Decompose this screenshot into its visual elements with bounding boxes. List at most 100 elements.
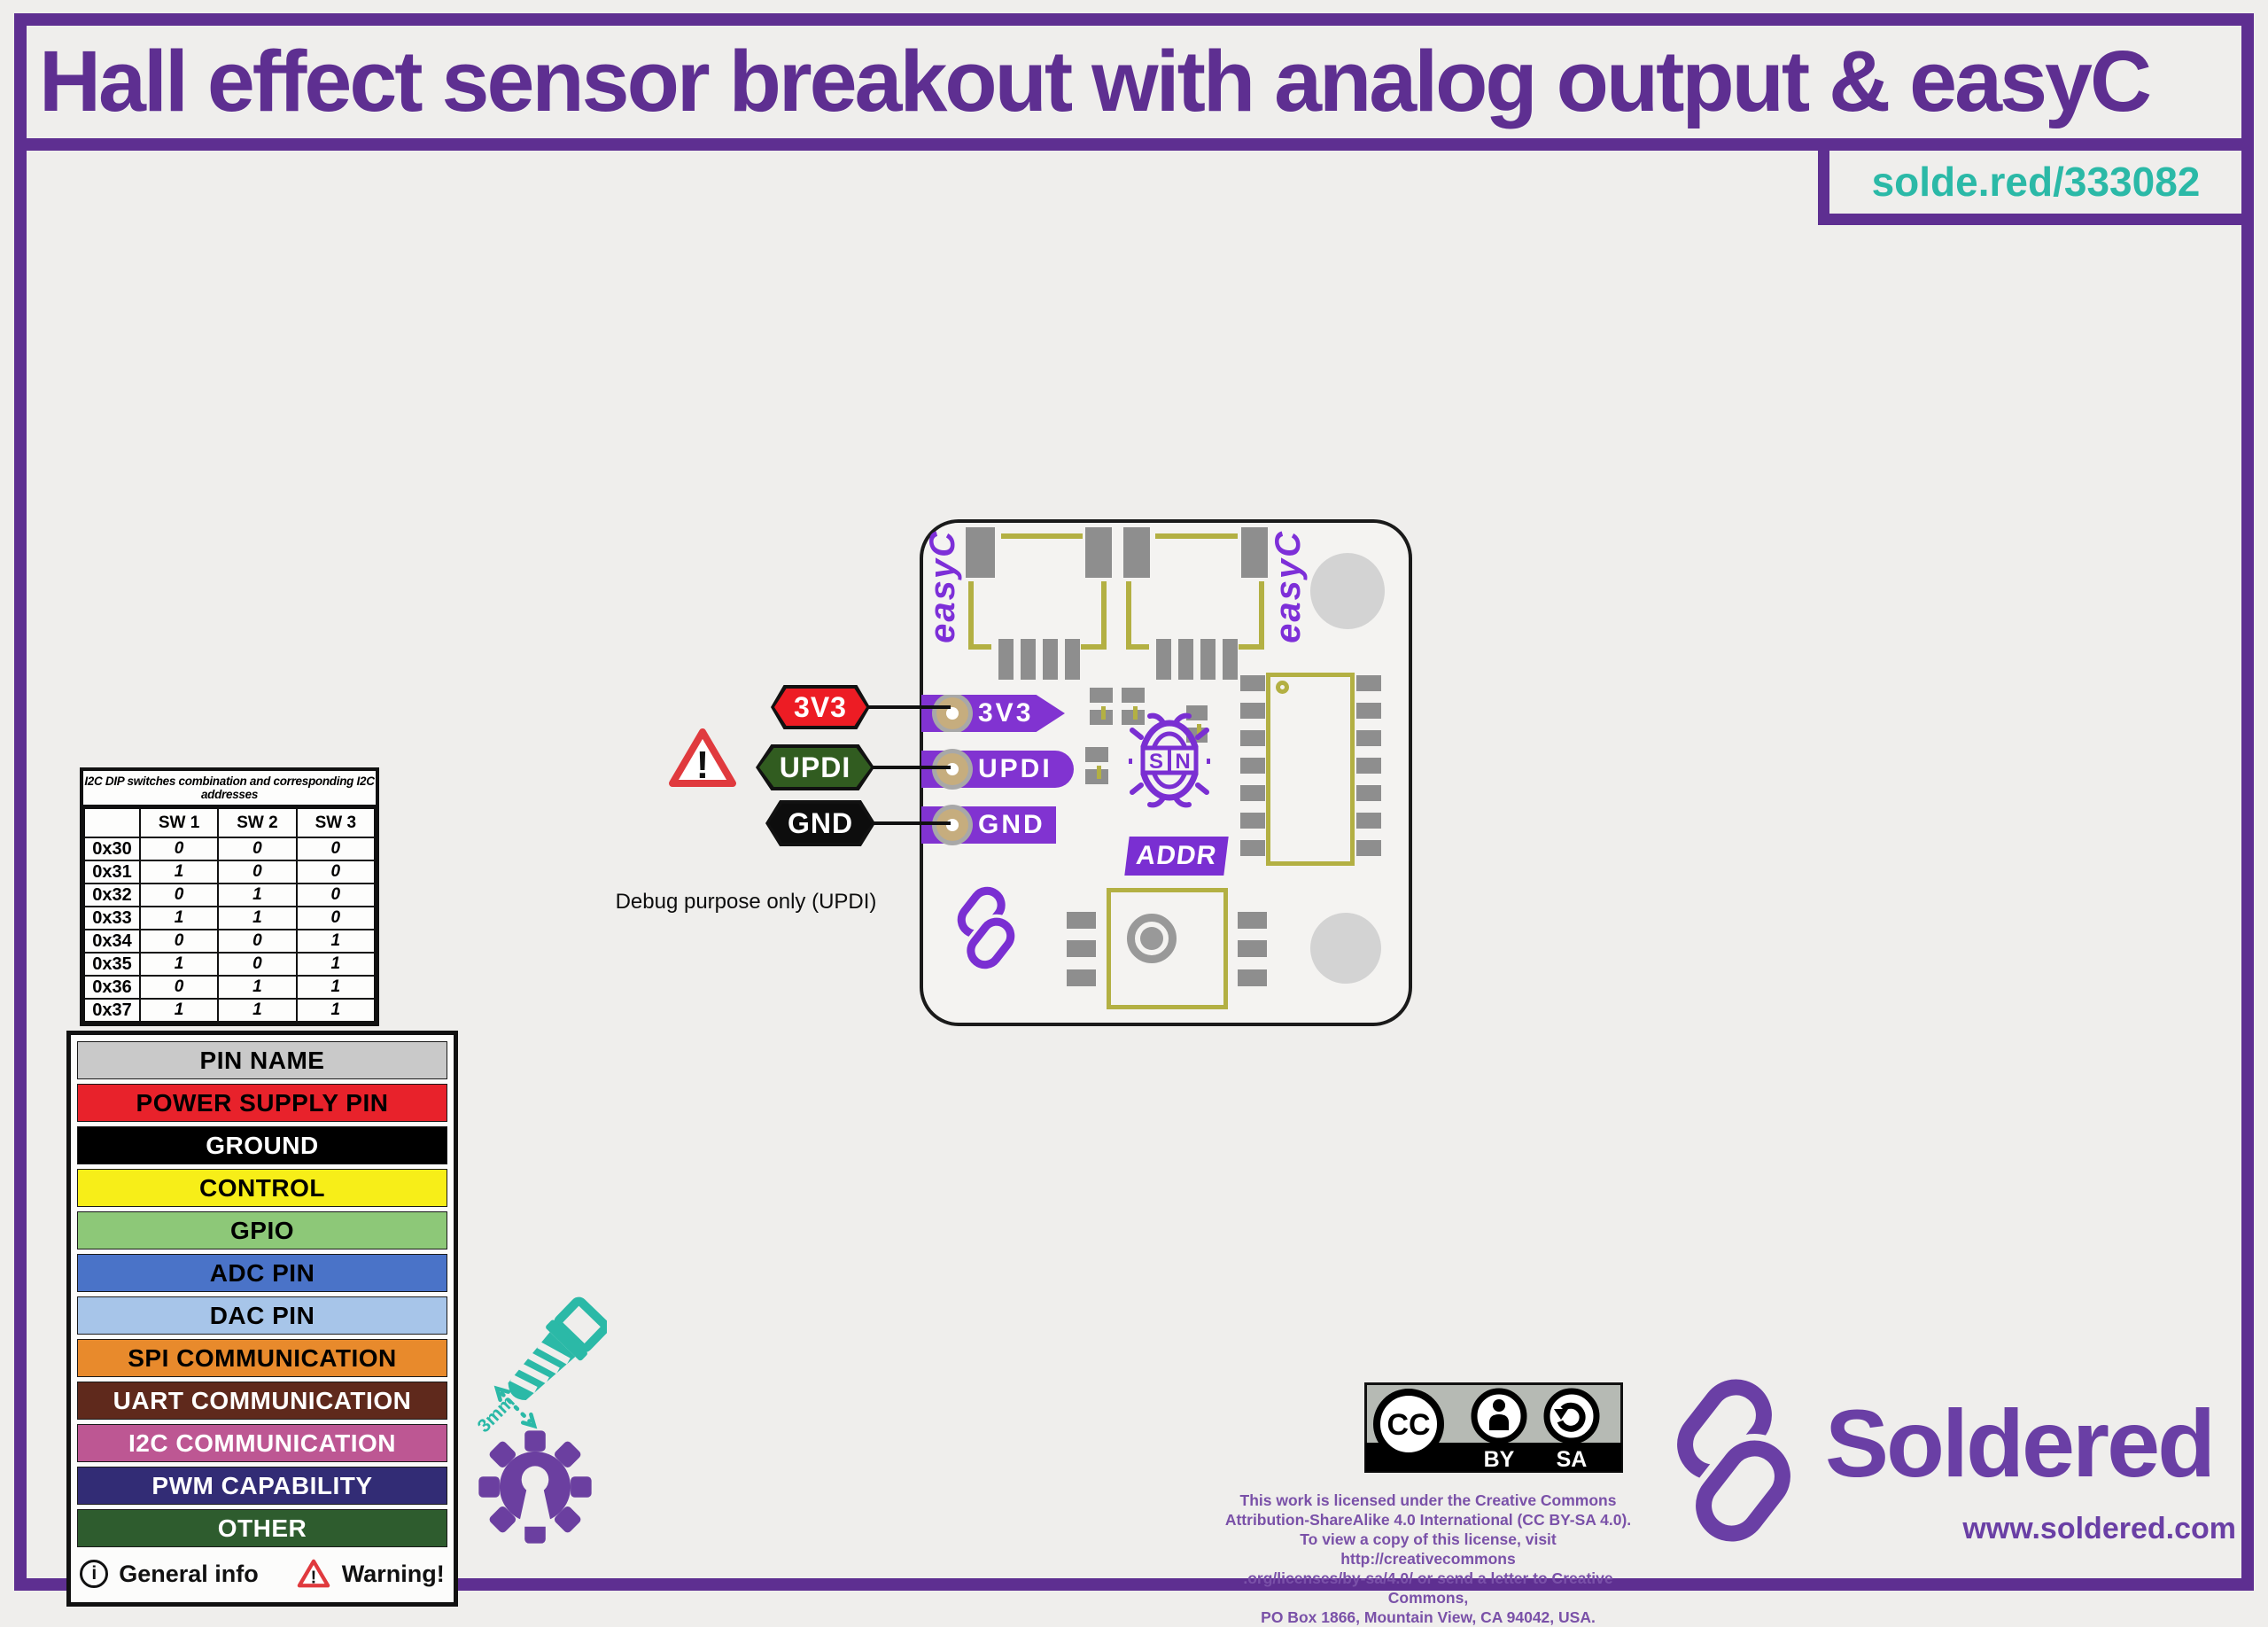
connector-outline — [1001, 533, 1083, 539]
ic-pad — [1240, 840, 1265, 856]
page-frame — [14, 13, 2254, 1591]
legend-row-pwm: PWM CAPABILITY — [77, 1467, 447, 1505]
ic-pad — [1356, 730, 1381, 746]
smd-pad — [1178, 639, 1193, 680]
pin-strip-label: 3V3 — [978, 698, 1034, 728]
i2c-row: 0x36 0 1 1 — [83, 975, 377, 1000]
smd-pad — [1238, 912, 1267, 929]
smd-pad — [1200, 639, 1216, 680]
license-line: Attribution-ShareAlike 4.0 International… — [1224, 1511, 1632, 1529]
i2c-col-header: SW 3 — [295, 807, 377, 838]
legend-row-gpio: GPIO — [77, 1211, 447, 1249]
ic-pad — [1240, 758, 1265, 774]
product-link[interactable]: solde.red/333082 — [1871, 159, 2201, 205]
legend-row-control: CONTROL — [77, 1169, 447, 1207]
connector-outline — [968, 581, 974, 650]
ic-pad — [1356, 813, 1381, 829]
i2c-switch-cell: 1 — [138, 952, 220, 977]
i2c-switch-cell: 1 — [217, 998, 298, 1023]
connector-outline — [968, 644, 991, 650]
i2c-row: 0x32 0 1 0 — [83, 883, 377, 907]
legend-row-spi: SPI COMMUNICATION — [77, 1339, 447, 1377]
connector-outline — [1239, 644, 1264, 650]
i2c-switch-cell: 0 — [217, 860, 298, 884]
page-title: Hall effect sensor breakout with analog … — [39, 33, 2152, 129]
legend-row-uart: UART COMMUNICATION — [77, 1382, 447, 1420]
easyc-label-left: easyC — [923, 530, 962, 643]
cc-license-badge: CC BY SA — [1364, 1382, 1623, 1473]
warning-triangle-icon: ! — [669, 728, 736, 787]
i2c-switch-cell: 0 — [217, 837, 298, 861]
pin-badge-gnd: GND — [765, 800, 875, 846]
legend-row-pin-name: PIN NAME — [77, 1041, 447, 1079]
i2c-row: 0x30 0 0 0 — [83, 837, 377, 861]
i2c-switch-cell: 1 — [295, 929, 377, 954]
sa-icon — [1543, 1388, 1600, 1444]
connector-outline — [1155, 533, 1238, 539]
license-line: .org/licenses/by-sa/4.0/ or send a lette… — [1243, 1569, 1613, 1607]
i2c-switch-cell: 1 — [217, 975, 298, 1000]
i2c-switch-cell: 0 — [138, 837, 220, 861]
pin-strip-label: GND — [978, 810, 1045, 839]
smd-pad — [1223, 639, 1238, 680]
dip-switch-actuator-dot — [1140, 927, 1163, 950]
i2c-row: 0x31 1 0 0 — [83, 860, 377, 884]
brand-website[interactable]: www.soldered.com — [1962, 1512, 2236, 1545]
i2c-address-cell: 0x36 — [83, 975, 141, 1000]
brand-name: Soldered — [1825, 1390, 2216, 1497]
ic-pad — [1240, 730, 1265, 746]
product-link-box: solde.red/333082 — [1818, 138, 2254, 225]
addr-label: ADDR — [1124, 837, 1229, 876]
sin-bug-icon: S N — [1129, 712, 1210, 808]
pad-hole — [936, 809, 968, 841]
connector-outline — [1126, 581, 1131, 650]
i2c-table-caption: I2C DIP switches combination and corresp… — [83, 771, 376, 807]
dip-switch-actuator — [1127, 914, 1177, 963]
i2c-switch-cell: 0 — [138, 883, 220, 907]
legend-warning-label: Warning! — [341, 1560, 445, 1587]
ic-pad — [1356, 703, 1381, 719]
i2c-switch-cell: 0 — [217, 929, 298, 954]
smd-pad — [1065, 639, 1080, 680]
i2c-address-cell: 0x31 — [83, 860, 141, 884]
i2c-address-cell: 0x34 — [83, 929, 141, 954]
legend-row-adc: ADC PIN — [77, 1254, 447, 1292]
i2c-address-cell: 0x37 — [83, 998, 141, 1023]
smd-pad — [1067, 969, 1096, 986]
easyc-connector-pad — [966, 527, 995, 578]
wire — [866, 705, 951, 709]
i2c-row: 0x33 1 1 0 — [83, 906, 377, 930]
license-line: To view a copy of this license, visit ht… — [1300, 1530, 1557, 1568]
ic-pad — [1240, 675, 1265, 691]
svg-text:CC: CC — [1386, 1408, 1430, 1442]
pcb-board: easyC easyC 3V3 — [920, 519, 1412, 1026]
pin-badge-3v3: 3V3 — [771, 685, 870, 729]
i2c-address-cell: 0x30 — [83, 837, 141, 861]
title-divider — [14, 138, 2254, 151]
pad-hole — [936, 753, 968, 785]
dip-switch-footprint — [1107, 888, 1228, 1009]
easyc-connector-pad — [1123, 527, 1150, 578]
pin-strip-updi: UPDI — [921, 749, 1074, 790]
pin-badge-label: GND — [787, 806, 854, 839]
screw-icon — [508, 1296, 607, 1401]
license-line: PO Box 1866, Mountain View, CA 94042, US… — [1261, 1608, 1596, 1626]
legend-row-other: OTHER — [77, 1509, 447, 1547]
i2c-switch-cell: 1 — [217, 906, 298, 930]
legend-footer: i General info ! Warning! — [77, 1552, 447, 1596]
license-line: This work is licensed under the Creative… — [1239, 1491, 1617, 1509]
pin1-marker — [1276, 681, 1289, 694]
passive-footprint — [1122, 688, 1145, 725]
i2c-switch-cell: 1 — [295, 998, 377, 1023]
legend-row-dac: DAC PIN — [77, 1296, 447, 1335]
ic-pad — [1356, 785, 1381, 801]
svg-text:S: S — [1149, 750, 1163, 774]
i2c-col-header: SW 2 — [217, 807, 298, 838]
i2c-header-row: SW 1 SW 2 SW 3 — [83, 807, 377, 838]
i2c-switch-cell: 0 — [295, 883, 377, 907]
smd-pad — [1067, 912, 1096, 929]
legend-info-label: General info — [119, 1560, 259, 1587]
pin-legend: PIN NAME POWER SUPPLY PIN GROUND CONTROL… — [66, 1031, 458, 1607]
i2c-switch-cell: 1 — [295, 952, 377, 977]
smd-pad — [1238, 969, 1267, 986]
